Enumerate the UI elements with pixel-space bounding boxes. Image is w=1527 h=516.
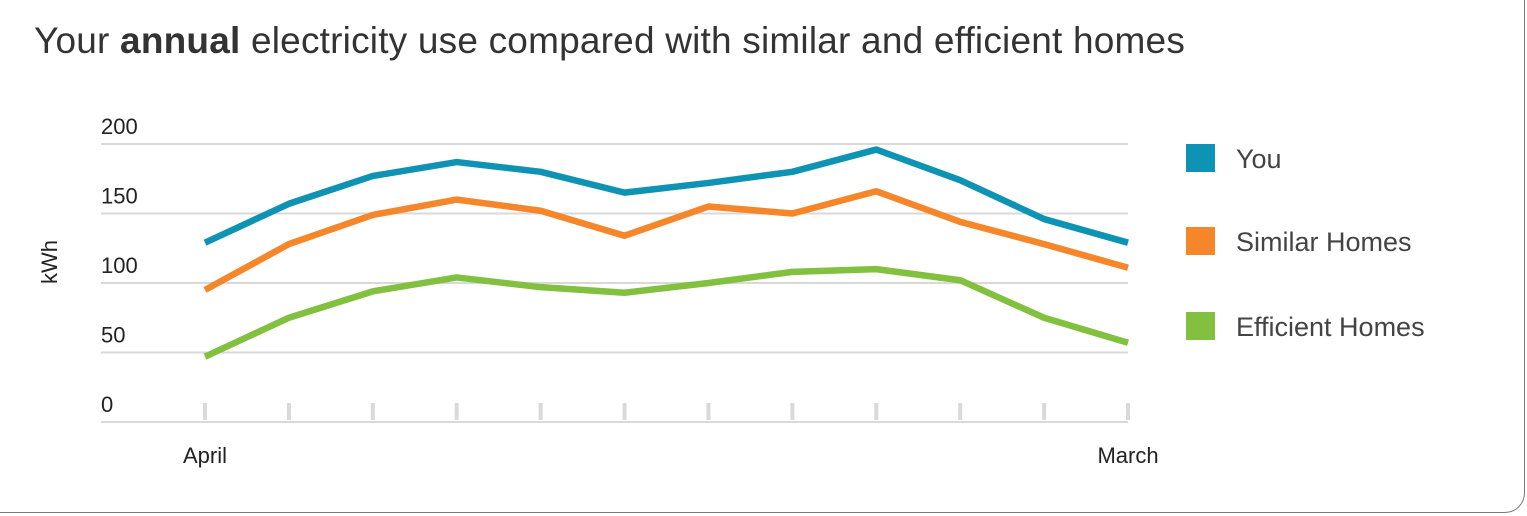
legend-swatch xyxy=(1186,312,1215,340)
legend-swatch xyxy=(1186,227,1215,255)
y-tick-label: 100 xyxy=(101,253,138,278)
legend: You Similar Homes Efficient Homes xyxy=(1186,144,1425,342)
x-tick-labels: April March xyxy=(183,443,1159,468)
legend-swatch xyxy=(1186,144,1215,172)
y-axis-label: kWh xyxy=(37,240,62,284)
chart-title: Your annual electricity use compared wit… xyxy=(34,20,1185,62)
y-tick-label: 150 xyxy=(101,184,138,209)
legend-label: You xyxy=(1236,144,1282,174)
y-tick-label: 0 xyxy=(101,392,113,417)
series-line-0 xyxy=(203,146,1129,246)
y-tick-labels: 0 50 100 150 200 xyxy=(101,114,138,417)
legend-label: Similar Homes xyxy=(1236,227,1412,257)
x-tick-label-first: April xyxy=(183,443,227,468)
series-lines xyxy=(203,146,1129,360)
x-tick-label-last: March xyxy=(1097,443,1158,468)
x-tick-marks xyxy=(203,403,1130,420)
series-line-2 xyxy=(203,265,1129,360)
title-suffix: electricity use compared with similar an… xyxy=(240,20,1186,61)
series-line-1 xyxy=(203,188,1129,293)
y-tick-label: 200 xyxy=(101,114,138,139)
title-emphasis: annual xyxy=(120,20,241,61)
legend-label: Efficient Homes xyxy=(1236,312,1425,342)
title-prefix: Your xyxy=(34,20,121,61)
y-tick-label: 50 xyxy=(101,323,125,348)
